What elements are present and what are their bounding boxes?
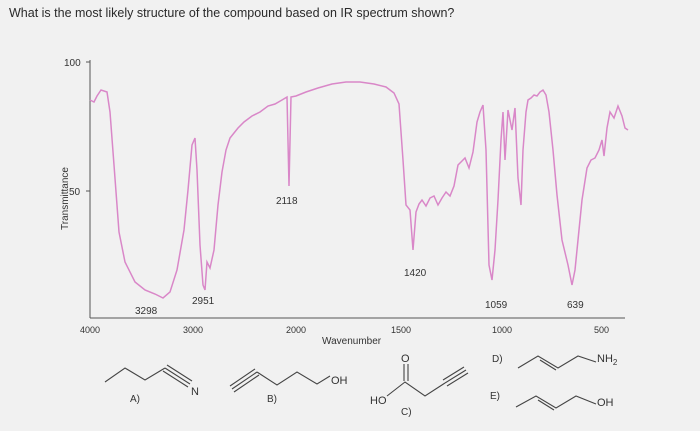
option-c-ho: HO <box>370 395 387 407</box>
question-text: What is the most likely structure of the… <box>9 6 455 20</box>
option-c-atom-o: O <box>401 353 410 365</box>
option-e-bonds <box>515 395 597 409</box>
peak-label-2951: 2951 <box>192 296 215 307</box>
option-c-triple-2 <box>442 366 465 381</box>
option-a-bonds <box>104 367 166 383</box>
peak-label-1420: 1420 <box>404 268 427 279</box>
option-c-triple-1 <box>444 369 467 384</box>
option-e-label: E) <box>490 391 500 402</box>
spectrum-line <box>89 81 629 299</box>
option-b-triple-2 <box>229 368 256 387</box>
option-e-double <box>537 399 555 411</box>
peak-label-2118: 2118 <box>276 196 298 207</box>
option-a-triple-3 <box>162 370 189 388</box>
peak-label-639: 639 <box>567 300 584 311</box>
peak-label-1059: 1059 <box>485 300 508 311</box>
x-tick-label-4000: 4000 <box>80 325 100 335</box>
x-tick-label-3000: 3000 <box>183 325 203 335</box>
option-d-double <box>539 359 557 371</box>
option-b-label: B) <box>267 394 277 405</box>
option-a-label: A) <box>130 394 140 405</box>
option-e-structure[interactable]: E) OH <box>490 391 614 411</box>
option-d-label: D) <box>492 354 503 365</box>
y-tick-label-100: 100 <box>64 58 81 69</box>
option-b-triple-3 <box>233 374 260 393</box>
option-e-oh: OH <box>597 397 614 409</box>
xlabel-wavenumber: Wavenumber <box>322 336 382 347</box>
option-c-structure[interactable]: HO O C) <box>370 353 469 418</box>
option-b-oh: OH <box>331 375 348 387</box>
option-b-triple-1 <box>231 371 258 390</box>
option-b-bonds <box>256 371 331 386</box>
option-c-label: C) <box>401 407 412 418</box>
option-d-structure[interactable]: D) NH2 <box>492 353 618 371</box>
option-d-nh2: NH2 <box>597 353 618 367</box>
option-d-bonds <box>517 355 597 369</box>
option-a-triple-2 <box>166 364 193 382</box>
option-c-bonds <box>386 381 446 397</box>
x-tick-label-1000: 1000 <box>492 325 512 335</box>
option-a-atom-n: N <box>191 386 199 398</box>
y-tick-label-50: 50 <box>69 187 81 198</box>
option-b-structure[interactable]: OH B) <box>229 368 348 405</box>
x-tick-label-1500: 1500 <box>391 325 411 335</box>
peak-label-3298: 3298 <box>135 306 158 317</box>
x-tick-label-500: 500 <box>594 325 609 335</box>
option-c-triple-3 <box>446 372 469 387</box>
x-tick-label-2000: 2000 <box>286 325 306 335</box>
ylabel-transmittance: Transmittance <box>60 167 71 230</box>
option-a-triple-1 <box>164 367 191 385</box>
option-a-structure[interactable]: N A) <box>104 364 199 405</box>
